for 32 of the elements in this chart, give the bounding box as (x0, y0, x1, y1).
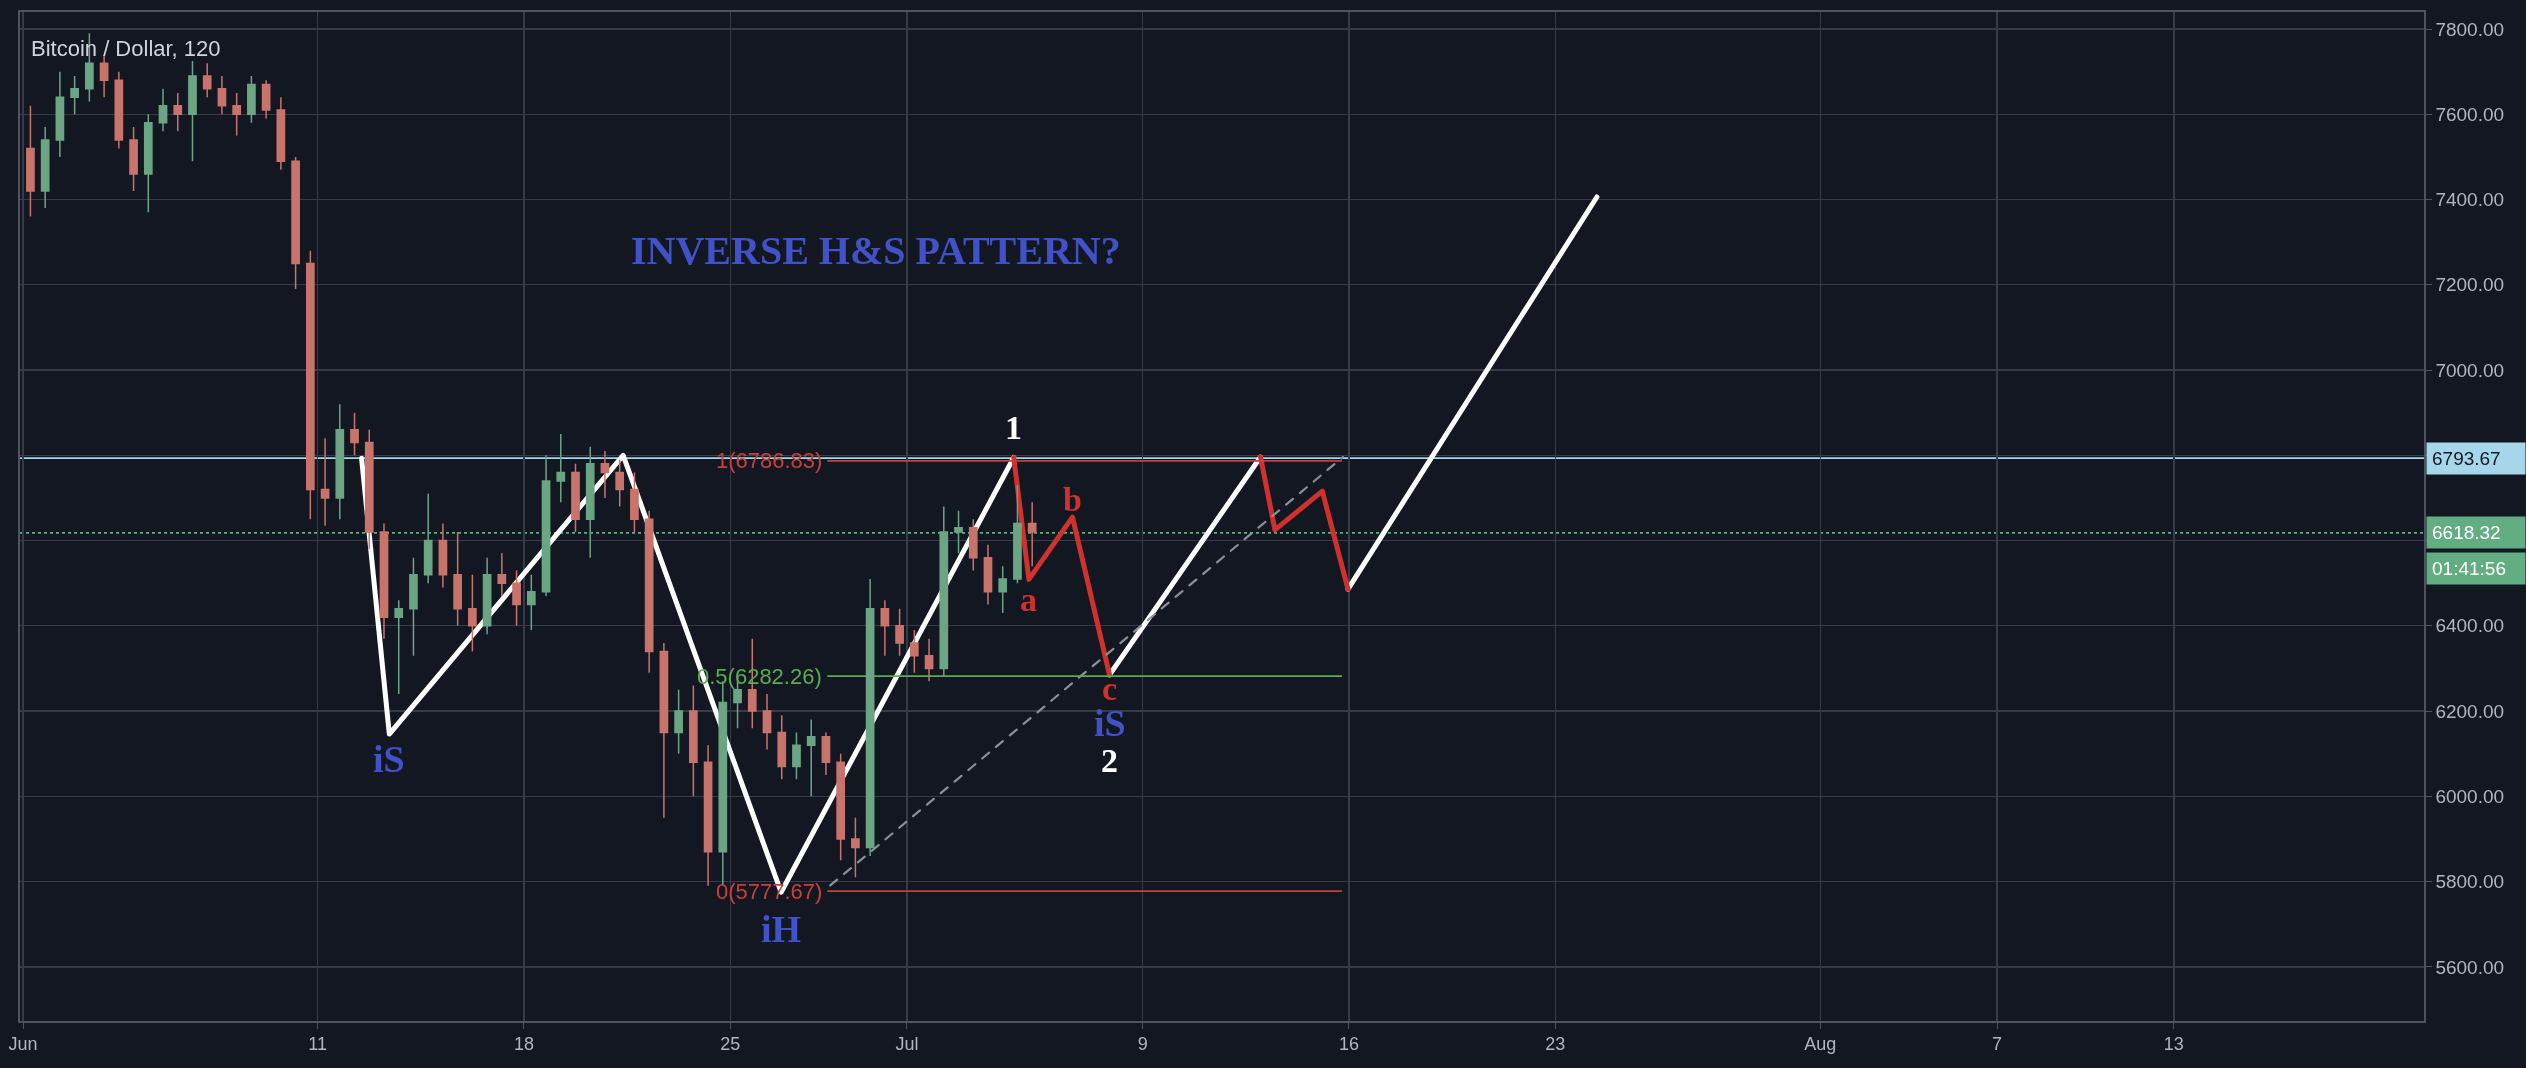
x-tick-label: 13 (2163, 1034, 2184, 1055)
text: 01:41:56 (2432, 558, 2506, 579)
x-tick-label: 23 (1545, 1034, 1566, 1055)
annotation: b (1063, 481, 1082, 518)
x-tick-label: 18 (513, 1034, 534, 1055)
y-tick-label: 5600.00 (2435, 956, 2505, 978)
x-tick-label: Aug (1804, 1034, 1837, 1055)
y-tick-label: 7800.00 (2435, 18, 2505, 40)
x-tick-label: 7 (1992, 1034, 2003, 1055)
x-tick-label: Jun (8, 1034, 38, 1055)
annotation: iS (373, 738, 405, 780)
x-tick-label: 11 (308, 1034, 328, 1055)
y-tick-label: 7400.00 (2435, 189, 2505, 211)
ref-line-label: 6618.32 (2432, 522, 2501, 543)
x-tick-label: 25 (720, 1034, 741, 1055)
y-tick-label: 7200.00 (2435, 274, 2505, 296)
y-tick-label: 6200.00 (2435, 700, 2505, 722)
annotation: 1 (1005, 409, 1022, 446)
annotation: a (1020, 581, 1037, 618)
annotation: iH (761, 908, 802, 950)
y-tick-label: 5800.00 (2435, 871, 2505, 893)
y-tick-label: 7600.00 (2435, 103, 2505, 125)
annotation: 2 (1101, 742, 1118, 779)
x-tick-label: Jul (895, 1034, 919, 1055)
y-tick-label: 6000.00 (2435, 786, 2505, 807)
series-label: 0(5777.67) (716, 879, 823, 904)
ref-line-label: 6793.67 (2432, 448, 2501, 469)
y-tick-label: 6400.00 (2435, 615, 2505, 637)
annotation: INVERSE H&S PATTERN? (631, 228, 1121, 273)
y-tick-label: 7000.00 (2435, 359, 2505, 381)
x-tick-label: 16 (1338, 1034, 1359, 1055)
x-tick-label: 9 (1137, 1034, 1148, 1055)
